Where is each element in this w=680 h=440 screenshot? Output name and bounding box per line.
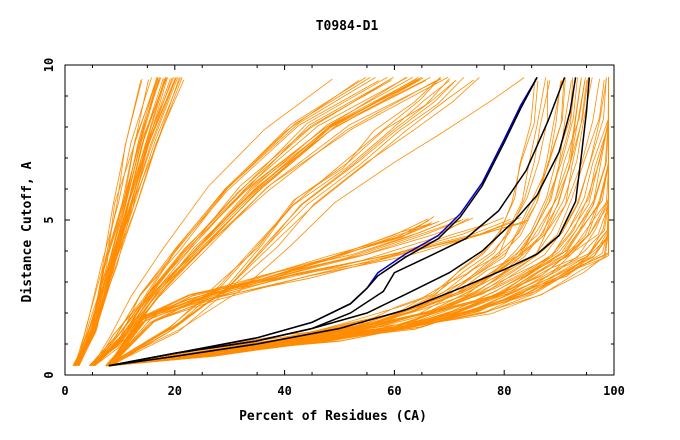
diagonal-band-group-curve — [109, 222, 512, 366]
right-bulk-group-curve — [107, 77, 578, 367]
right-bulk-group-curve — [111, 77, 609, 367]
upper-bend-group-curve — [109, 77, 480, 367]
right-bulk-group-curve — [107, 80, 588, 367]
upper-bend-group-curve — [110, 80, 450, 367]
model-black-4-line — [108, 77, 591, 367]
vertical-left-group-curve — [74, 78, 143, 366]
mid-curves-group-curve — [92, 78, 333, 366]
mid-curves-group-curve — [89, 77, 367, 366]
x-tick-label: 0 — [61, 384, 68, 398]
vertical-left-group-curve — [74, 77, 152, 366]
mid-curves-group-curve — [88, 77, 431, 366]
axis-ticks: 0 20 40 60 80 100 0 5 10 — [42, 58, 625, 398]
diagonal-band-group-curve — [108, 216, 435, 366]
mid-curves-group-curve — [93, 77, 413, 366]
y-axis-label: Distance Cutoff, A — [20, 161, 35, 302]
diagonal-band-group-curve — [110, 220, 461, 366]
chart-title: T0984-D1 — [316, 19, 379, 34]
mid-curves-group-curve — [92, 77, 388, 366]
x-tick-label: 40 — [277, 384, 291, 398]
vertical-left-group-curve — [76, 77, 174, 366]
mid-curves-group-curve — [94, 80, 379, 366]
vertical-left-group-curve — [75, 77, 166, 366]
y-tick-label: 0 — [42, 371, 56, 378]
x-tick-label: 60 — [387, 384, 401, 398]
x-tick-label: 20 — [168, 384, 182, 398]
upper-bend-group-curve — [107, 80, 457, 367]
x-tick-label: 100 — [603, 384, 625, 398]
x-axis-label: Percent of Residues (CA) — [239, 409, 427, 424]
y-tick-label: 5 — [42, 216, 56, 223]
right-bulk-group-curve — [107, 80, 609, 367]
upper-bend-group-curve — [106, 77, 441, 367]
y-tick-label: 10 — [42, 58, 56, 72]
vertical-left-group-curve — [78, 77, 167, 366]
upper-bend-group-curve — [105, 77, 525, 367]
vertical-left-group-curve — [73, 77, 177, 366]
model-black-3-line — [108, 77, 577, 367]
right-bulk-group-curve — [109, 78, 609, 367]
vertical-left-group-curve — [76, 79, 159, 366]
diagonal-band-group-curve — [110, 220, 440, 366]
right-bulk-group-curve — [111, 80, 549, 367]
diagonal-band-group-curve — [110, 221, 526, 366]
upper-bend-group-curve — [108, 78, 450, 367]
plot-lines — [72, 77, 609, 367]
model-black-1-line — [108, 77, 538, 367]
right-bulk-group-curve — [112, 77, 589, 367]
x-tick-label: 80 — [497, 384, 511, 398]
